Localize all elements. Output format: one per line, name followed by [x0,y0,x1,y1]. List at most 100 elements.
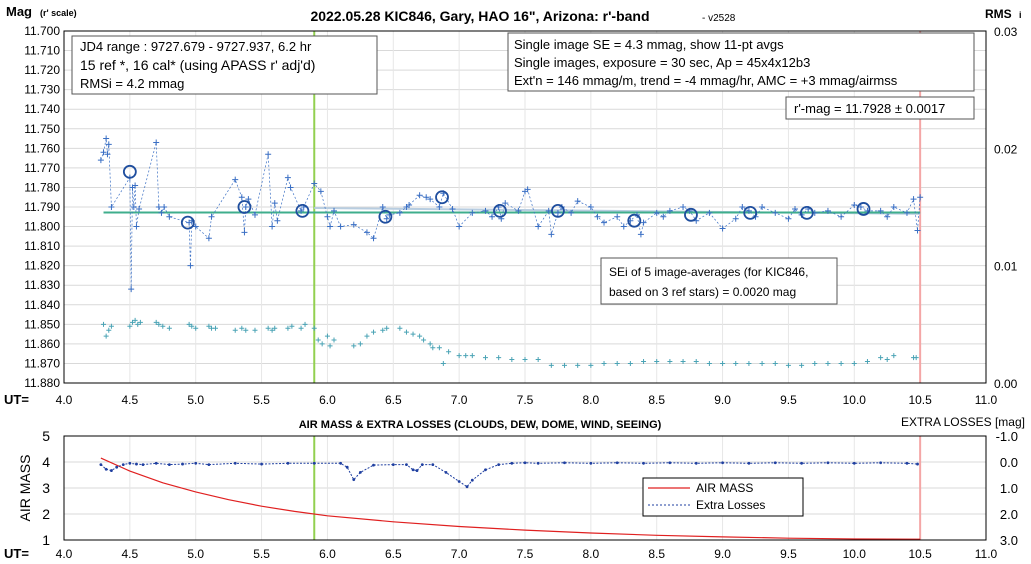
rms-point [193,325,199,331]
extra-losses-point [207,463,211,466]
single-image-point [545,207,552,214]
single-image-point [104,151,111,158]
single-image-point [103,135,110,142]
single-image-point [548,231,555,238]
single-image-point [877,207,884,214]
average-point [799,205,814,220]
extra-losses-point [352,478,356,482]
rms-point [166,325,172,331]
single-image-point [637,231,644,238]
rms-point [838,360,844,366]
extra-losses-point [470,478,474,482]
top-x-tick-label: 4.0 [56,393,73,407]
average-point [122,164,137,179]
bottom-x-tick-label: 9.0 [714,547,731,561]
bottom-reference-lines [313,436,922,540]
single-image-point [792,205,799,212]
average-point [493,204,507,218]
single-image-point [136,205,143,212]
single-image-point [158,209,165,216]
annotation-box-sei: SEi of 5 image-averages (for KIC846, bas… [600,257,838,305]
rms-point [614,360,620,366]
extra-losses-point [154,461,158,465]
rms-point [706,360,712,366]
single-image-point [284,174,291,181]
extra-losses-point [905,461,909,465]
extra-losses-point [115,465,119,469]
single-image-point [914,227,921,234]
rms-point [913,355,919,361]
rms-point [436,345,442,351]
rms-point [397,325,403,331]
rms-point [127,323,133,329]
extra-losses-point [167,463,171,466]
extra-losses-line [100,462,918,488]
rms-point [654,358,660,364]
extra-losses-point [194,461,198,465]
rms-point [535,357,541,363]
average-point [237,200,252,214]
average-point [180,215,195,230]
rms-point [548,362,554,368]
bottom-y2-tick-label: -1.0 [996,429,1018,444]
rms-point [456,353,462,359]
rms-point [324,333,330,339]
single-image-point [132,182,139,189]
extra-losses-point [121,463,125,466]
rms-point [371,329,377,335]
legend-extra-losses-label: Extra Losses [696,498,765,512]
single-image-point [128,286,135,293]
rms-point [601,360,607,366]
rms-point [265,325,271,331]
single-image-point [269,223,276,230]
rms-point [364,333,370,339]
annotation-ref-stars: 15 ref *, 16 cal* (using APASS r' adj'd) [80,57,315,73]
rms-point [667,358,673,364]
single-image-point [406,202,413,209]
rms-point [156,321,162,327]
rms-point [417,333,423,339]
single-image-point [317,188,324,195]
single-image-point [423,194,430,201]
rms-point [720,360,726,366]
single-image-point [208,213,215,220]
rms-point [446,349,452,355]
extra-losses-point [852,461,856,465]
rms-point [206,323,212,329]
bottom-x-tick-label: 8.0 [583,547,600,561]
single-image-point [732,215,739,222]
top-y2-tick-label: 0.02 [994,142,1018,156]
single-image-point [482,207,489,214]
rms-point [331,337,337,343]
top-x-tick-label: 9.5 [780,393,797,407]
single-image-point [502,200,509,207]
top-x-tick-label: 8.0 [583,393,600,407]
rms-point [825,360,831,366]
single-image-point [324,213,331,220]
extra-losses-point [916,462,919,466]
top-x-tick-label: 6.0 [319,393,336,407]
bottom-y-tick-label: 2 [42,506,50,522]
rms-point [285,325,291,331]
top-y-tick-label: 11.790 [24,200,60,214]
single-image-point [838,213,845,220]
rms-point [384,325,390,331]
rms-point [772,360,778,366]
average-point [856,202,871,216]
top-x-tick-label: 10.0 [843,393,867,407]
rms-point [627,360,633,366]
single-image-point [153,139,160,146]
rms-point [357,341,363,347]
bottom-y2-tick-label: 0.0 [1000,455,1018,470]
single-image-point [274,217,281,224]
bottom-y2-tick-label: 2.0 [1000,507,1018,522]
bottom-x-tick-label: 4.0 [56,547,73,561]
top-x-tick-label: 5.0 [187,393,204,407]
top-chart-title: 2022.05.28 KIC846, Gary, HAO 16", Arizon… [310,8,649,24]
top-y2-tick-label: 0.01 [994,260,1018,274]
single-image-point [133,223,140,230]
single-images-line [100,138,921,290]
rms-point [311,325,317,331]
single-image-point [155,204,162,210]
